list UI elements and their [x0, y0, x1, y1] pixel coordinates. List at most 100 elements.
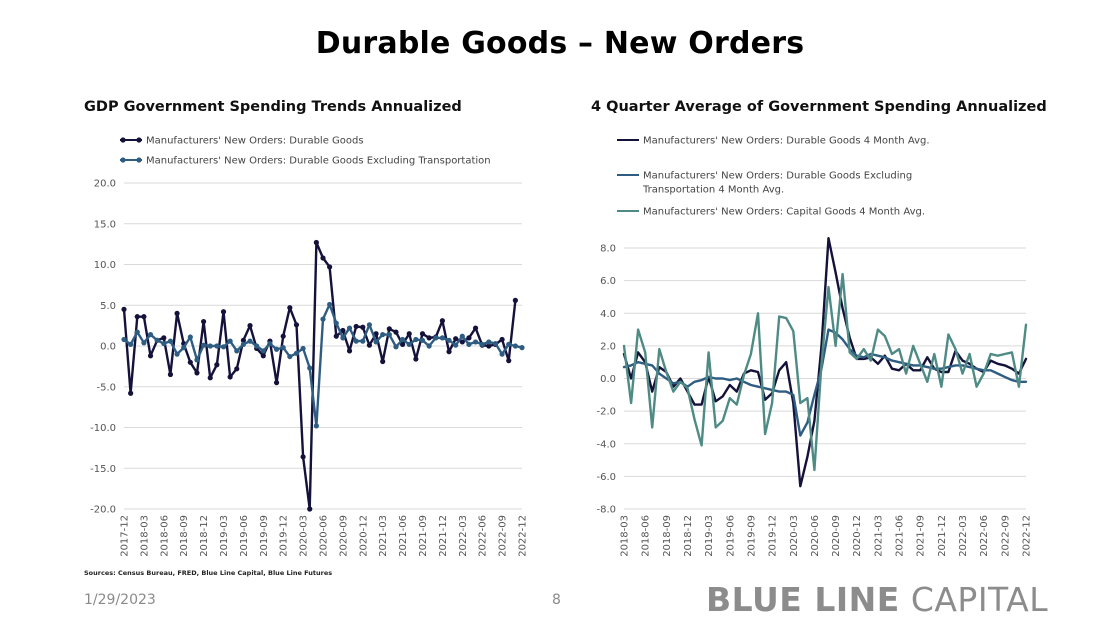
left-chart-data-point-2: [201, 342, 207, 348]
left-chart-data-point-1: [174, 310, 180, 316]
right-chart-x-tick-label: 2022-03: [958, 515, 969, 557]
left-chart-data-point-2: [121, 336, 127, 343]
left-chart-data-point-1: [333, 333, 339, 339]
left-chart-data-point-1: [293, 322, 300, 328]
left-chart-data-point-2: [466, 341, 472, 347]
right-chart-legend-label: Transportation 4 Month Avg.: [642, 185, 784, 196]
left-chart-data-point-2: [161, 340, 167, 347]
left-chart: 20.0 15.0 10.0 5.0 0.0 -5.0 -10.0 -15.0 -20.0 201…: [90, 136, 529, 557]
left-chart-x-tick-label: 2019-09: [259, 515, 270, 557]
left-chart-x-tick-label: 2018-03: [139, 515, 150, 557]
right-chart-x-tick-label: 2022-06: [979, 515, 990, 557]
left-chart-data-point-1: [128, 390, 134, 396]
left-chart-data-point-2: [280, 345, 286, 351]
brand-logo: BLUE LINE CAPITAL: [706, 580, 1048, 619]
left-chart-data-point-2: [293, 350, 300, 356]
left-chart-data-point-2: [207, 343, 213, 349]
right-chart-title: 4 Quarter Average of Government Spending…: [591, 99, 1047, 115]
sources-note: Sources: Census Bureau, FRED, Blue Line …: [84, 569, 333, 577]
right-chart-legend-label: Manufacturers' New Orders: Durable Goods…: [643, 171, 912, 182]
right-chart-x-tick-label: 2019-12: [768, 515, 779, 557]
left-chart-x-tick-label: 2022-12: [518, 515, 529, 557]
left-chart-data-point-2: [506, 341, 512, 347]
right-chart-x-tick-label: 2021-06: [895, 515, 906, 557]
right-chart-y-tick-label: -4.0: [596, 439, 616, 450]
left-chart-data-point-2: [174, 351, 180, 357]
left-chart-data-point-2: [320, 316, 326, 322]
left-chart-data-point-2: [181, 345, 187, 351]
left-chart-x-tick-label: 2017-12: [120, 515, 131, 557]
left-chart-data-point-1: [446, 349, 452, 355]
left-chart-data-point-1: [499, 336, 505, 343]
left-chart-data-point-1: [273, 380, 280, 386]
right-chart-x-tick-label: 2021-03: [873, 515, 884, 557]
right-chart-x-tick-label: 2019-03: [704, 515, 715, 557]
left-chart-data-point-1: [453, 336, 459, 342]
left-chart-x-tick-label: 2021-06: [398, 515, 409, 557]
left-chart-data-point-1: [380, 358, 386, 365]
left-chart-data-point-2: [134, 329, 140, 335]
left-chart-data-point-1: [240, 337, 246, 343]
right-chart-x-tick-label: 2019-06: [725, 515, 736, 557]
left-chart-data-point-1: [386, 326, 392, 332]
left-chart-data-point-2: [353, 338, 359, 344]
left-chart-y-tick-label: 15.0: [94, 219, 116, 230]
left-chart-legend-marker: [120, 157, 126, 163]
right-chart-x-tick-label: 2022-12: [1022, 515, 1033, 557]
right-chart-x-tick-label: 2021-12: [937, 515, 948, 557]
left-chart-x-tick-label: 2019-12: [279, 515, 290, 557]
left-chart-data-point-1: [214, 362, 220, 368]
right-chart-x-tick-label: 2020-06: [810, 515, 821, 557]
left-chart-data-point-2: [373, 339, 379, 345]
left-chart-data-point-2: [499, 351, 505, 357]
left-chart-title: GDP Government Spending Trends Annualize…: [84, 99, 462, 115]
left-chart-data-point-1: [220, 309, 227, 315]
left-chart-data-point-1: [353, 323, 359, 330]
left-chart-y-tick-label: 5.0: [100, 301, 116, 312]
left-chart-data-point-1: [227, 374, 233, 380]
left-chart-data-point-2: [333, 320, 339, 326]
left-chart-data-point-1: [426, 335, 432, 341]
left-chart-legend-marker: [136, 137, 142, 143]
left-chart-y-tick-label: 20.0: [94, 179, 116, 190]
slide-title: Durable Goods – New Orders: [315, 26, 805, 61]
left-chart-data-point-1: [360, 324, 366, 330]
left-chart-data-point-2: [254, 343, 260, 349]
left-chart-x-tick-label: 2021-12: [438, 515, 449, 557]
footer-date: 1/29/2023: [84, 592, 156, 608]
left-chart-data-point-2: [141, 340, 147, 346]
left-chart-data-point-2: [512, 343, 518, 349]
right-chart-y-tick-label: 8.0: [600, 244, 616, 255]
left-chart-data-point-1: [459, 339, 465, 345]
right-chart-y-tick-label: -6.0: [596, 472, 616, 483]
right-chart-y-tick-label: 4.0: [600, 309, 616, 320]
left-chart-data-point-1: [280, 333, 286, 339]
left-chart-x-tick-label: 2018-06: [159, 515, 170, 557]
left-chart-data-point-2: [360, 338, 366, 344]
left-chart-x-tick-label: 2022-06: [478, 515, 489, 557]
right-chart-x-tick-label: 2020-03: [789, 515, 800, 557]
left-chart-x-tick-label: 2018-09: [179, 515, 190, 557]
left-chart-x-tick-label: 2022-09: [498, 515, 509, 557]
left-chart-data-point-2: [413, 336, 419, 343]
left-chart-y-tick-label: -5.0: [96, 382, 116, 393]
right-chart: 8.0 6.0 4.0 2.0 0.0 -2.0 -4.0 -6.0 -8.0 2018-03 20…: [596, 136, 1033, 557]
left-chart-data-point-1: [234, 366, 240, 372]
left-chart-data-point-2: [234, 348, 240, 354]
left-chart-y-tick-label: 0.0: [100, 342, 116, 353]
right-chart-y-tick-label: -2.0: [596, 407, 616, 418]
left-chart-y-tick-label: -10.0: [90, 423, 116, 434]
left-chart-series-line-2: [122, 303, 524, 428]
left-chart-data-point-1: [393, 329, 399, 335]
left-chart-x-tick-label: 2018-12: [199, 515, 210, 557]
left-chart-data-point-1: [472, 325, 479, 331]
left-chart-data-point-2: [154, 337, 160, 343]
left-chart-y-tick-label: -15.0: [90, 464, 116, 475]
left-chart-data-point-2: [459, 333, 465, 339]
left-chart-data-point-2: [406, 341, 412, 347]
right-chart-x-tick-label: 2020-09: [831, 515, 842, 557]
brand-name-light: CAPITAL: [910, 580, 1049, 619]
left-chart-data-point-1: [247, 323, 253, 329]
left-chart-data-point-1: [313, 239, 319, 246]
left-chart-data-point-2: [128, 341, 134, 347]
